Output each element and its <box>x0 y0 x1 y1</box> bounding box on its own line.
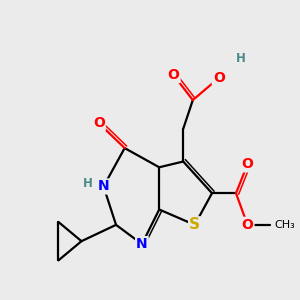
Text: N: N <box>136 237 148 251</box>
Text: N: N <box>98 179 109 194</box>
Text: O: O <box>242 158 254 171</box>
Text: S: S <box>189 218 200 232</box>
Text: O: O <box>93 116 105 130</box>
Text: H: H <box>236 52 246 65</box>
Text: CH₃: CH₃ <box>274 220 295 230</box>
Text: O: O <box>242 218 254 232</box>
Text: O: O <box>213 71 225 85</box>
Text: O: O <box>168 68 179 82</box>
Text: H: H <box>83 176 93 190</box>
